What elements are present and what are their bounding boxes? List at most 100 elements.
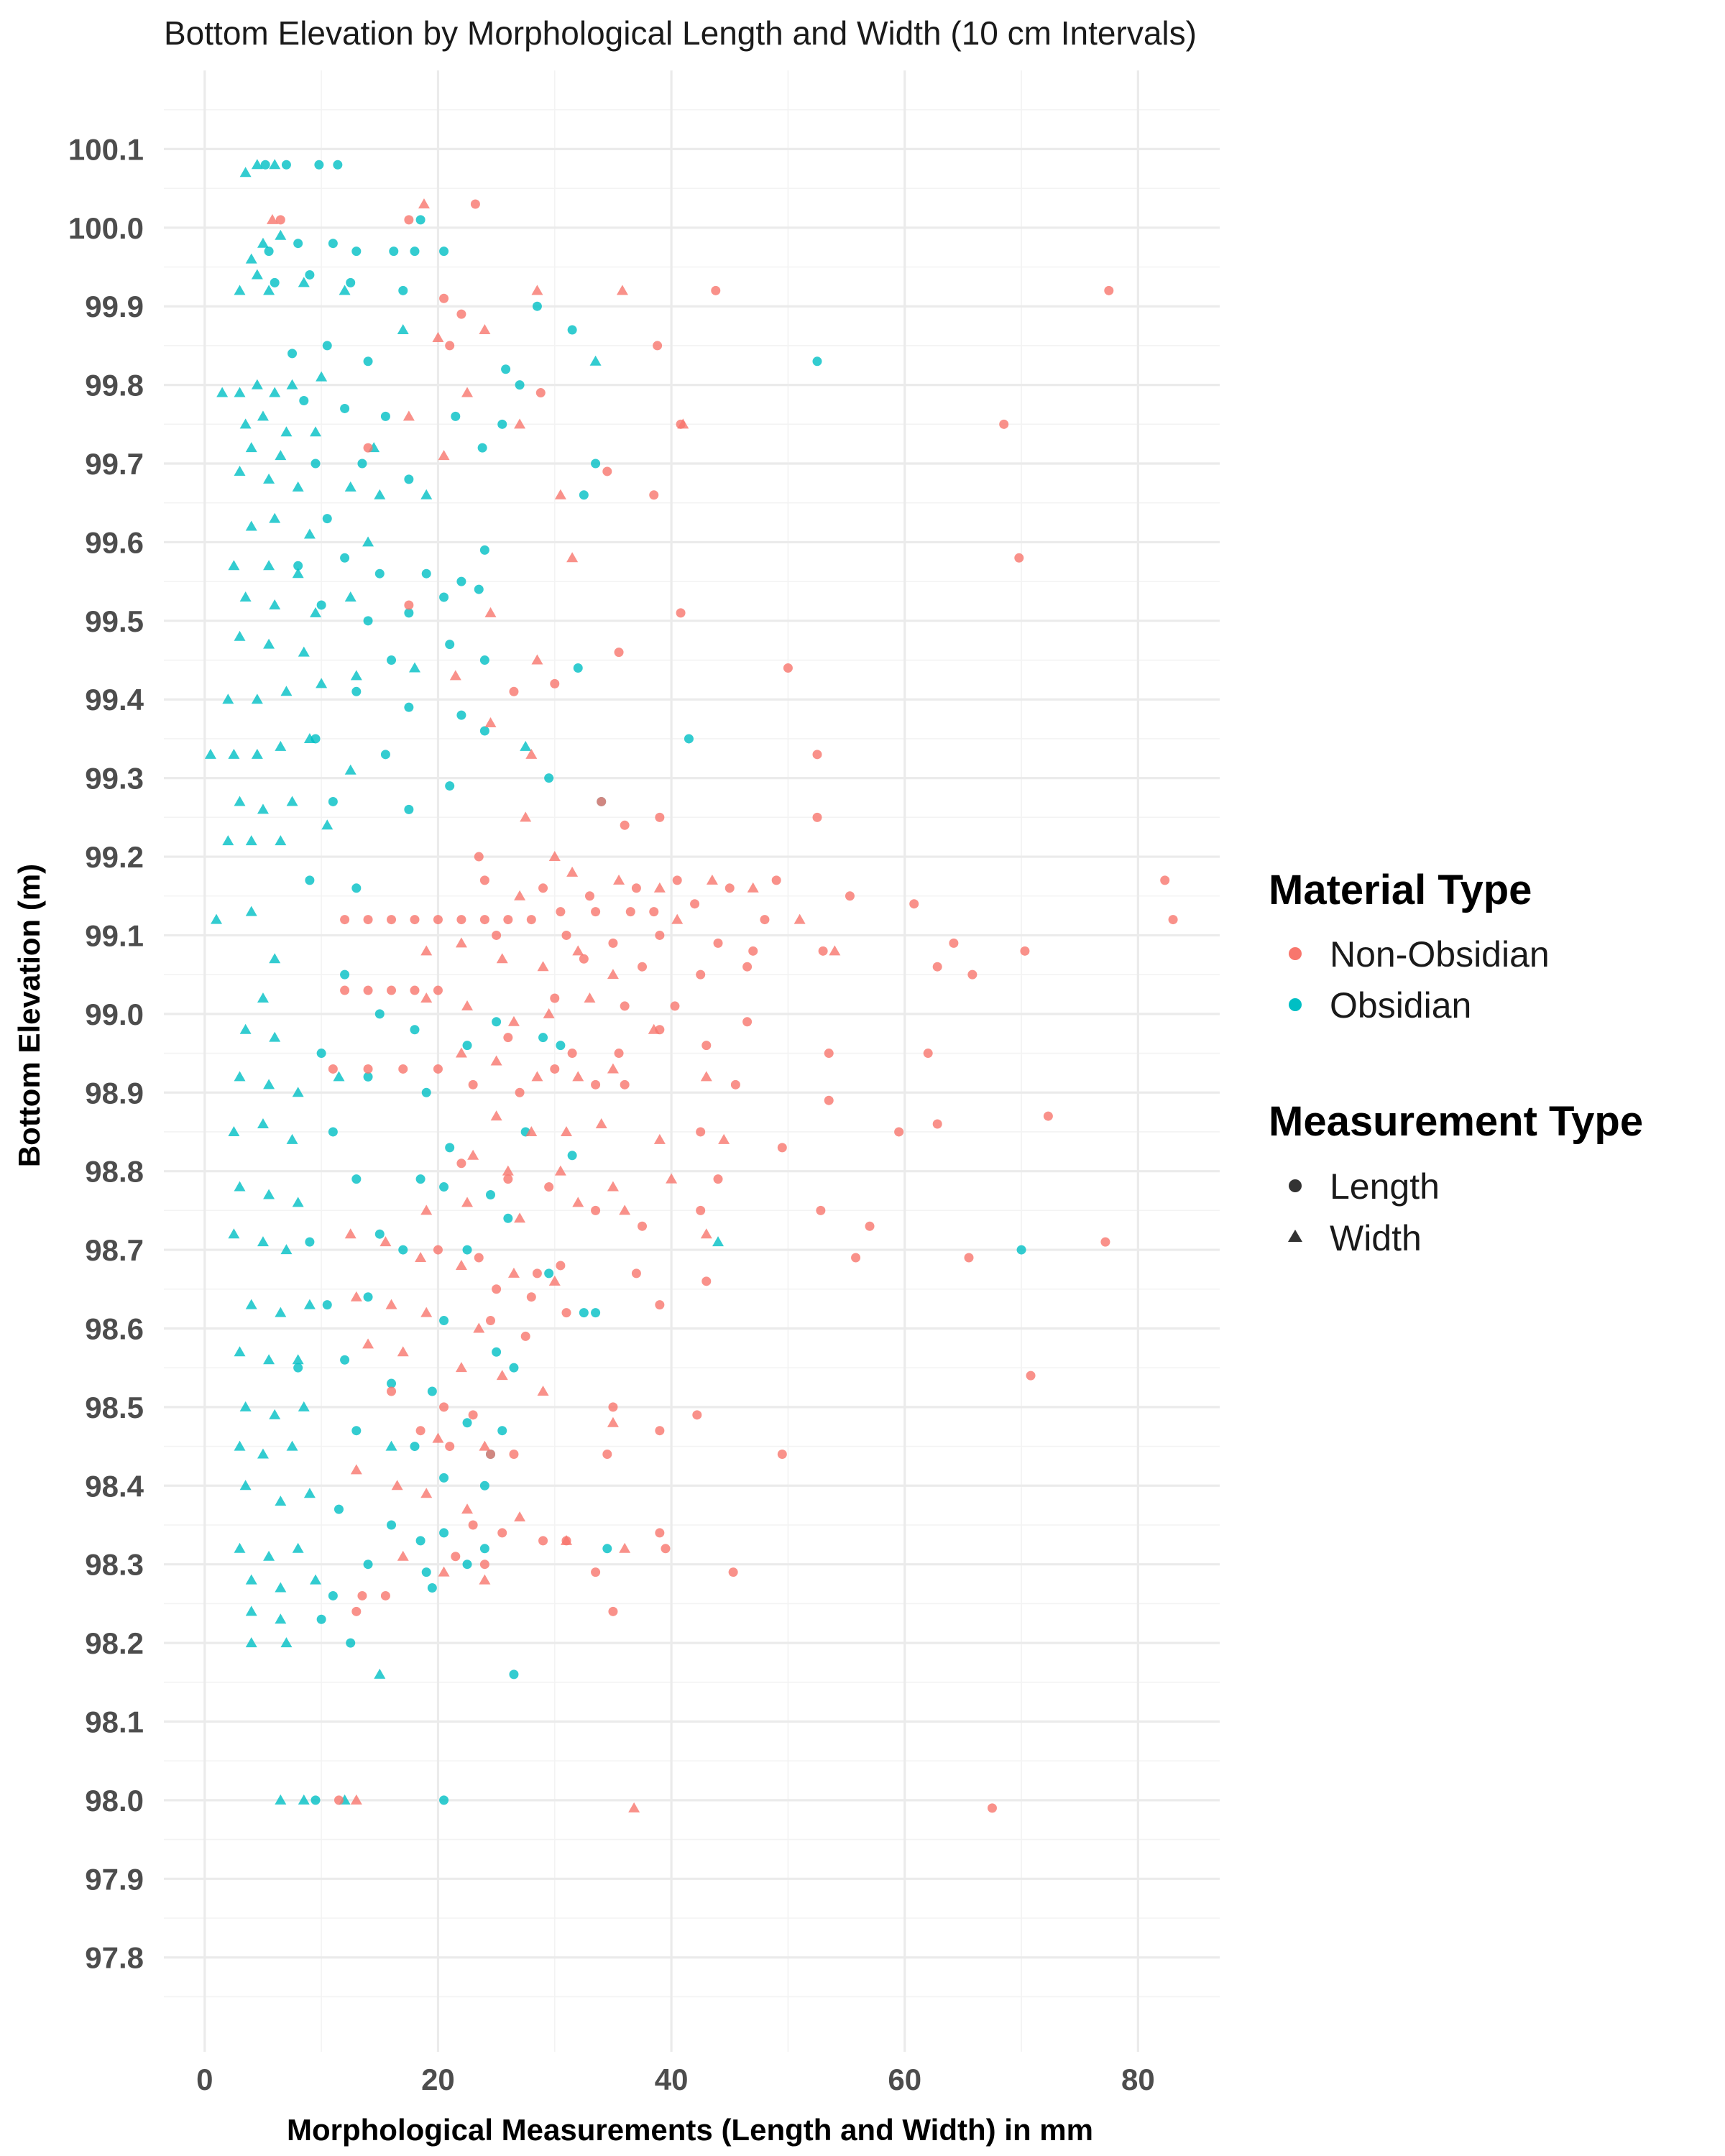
data-point-non-obsidian-width [514,418,526,429]
data-point-non-obsidian-length [608,1402,618,1412]
data-point-non-obsidian-width [616,285,628,295]
data-point-non-obsidian-length [655,1528,665,1538]
y-tick-label: 97.9 [85,1862,144,1896]
data-point-obsidian-width [269,159,281,170]
data-point-obsidian-length [462,1418,472,1428]
data-point-obsidian-length [316,600,326,610]
data-point-non-obsidian-length [340,985,350,995]
data-point-non-obsidian-length [631,883,641,893]
data-point-obsidian-width [245,1574,257,1585]
data-point-non-obsidian-length [967,969,978,980]
data-point-non-obsidian-length [550,1064,560,1074]
x-tick-label: 60 [888,2063,921,2096]
data-point-non-obsidian-length [468,1410,478,1420]
data-point-non-obsidian-width [700,1071,712,1082]
data-point-obsidian-length [270,277,280,287]
y-tick-label: 98.0 [85,1784,144,1818]
data-point-obsidian-length [497,1426,507,1436]
data-point-obsidian-width [257,1448,269,1459]
data-point-obsidian-width [257,1236,269,1247]
data-point-non-obsidian-length [334,1795,344,1805]
data-point-non-obsidian-length [655,1426,665,1436]
data-point-obsidian-length [363,1072,373,1082]
data-point-obsidian-length [427,1583,437,1593]
data-point-obsidian-length [387,655,397,665]
x-tick-label: 80 [1121,2063,1155,2096]
data-point-obsidian-width [303,1488,316,1498]
data-point-non-obsidian-length [655,1300,665,1310]
data-point-non-obsidian-width [350,1464,362,1475]
data-point-obsidian-length [351,686,362,696]
data-point-non-obsidian-width [479,1440,491,1451]
data-point-obsidian-width [269,1409,281,1419]
data-point-obsidian-width [245,1299,257,1309]
data-point-obsidian-width [269,387,281,397]
data-point-non-obsidian-length [433,985,443,995]
data-point-obsidian-width [275,835,287,846]
data-point-obsidian-length [462,1560,472,1570]
data-point-non-obsidian-width [607,969,619,980]
data-point-non-obsidian-length [999,419,1009,429]
data-point-obsidian-width [257,237,269,248]
data-point-obsidian-width [292,481,304,492]
data-point-obsidian-width [333,1071,345,1082]
data-point-obsidian-width [420,489,433,499]
data-point-non-obsidian-length [655,930,665,940]
data-point-non-obsidian-length [760,915,770,925]
data-point-non-obsidian-length [614,648,624,658]
y-tick-label: 98.1 [85,1705,144,1739]
y-tick-label: 98.4 [85,1469,144,1503]
data-point-non-obsidian-length [614,1049,624,1059]
data-point-obsidian-width [280,426,293,437]
data-point-non-obsidian-width [653,882,666,893]
data-point-obsidian-length [328,1590,338,1600]
data-point-obsidian-width [303,1299,316,1309]
x-axis-ticks: 0 20 40 60 80 [196,2063,1155,2096]
data-point-non-obsidian-length [492,1284,502,1294]
data-point-non-obsidian-length [433,915,443,925]
data-point-non-obsidian-length [748,946,758,956]
data-point-non-obsidian-length [561,930,571,940]
data-points [204,159,1178,1813]
data-point-obsidian-width [275,1794,287,1805]
data-point-obsidian-length [351,883,362,893]
data-point-obsidian-length [305,875,315,885]
data-point-obsidian-width [374,1668,386,1679]
data-point-obsidian-length [264,247,274,257]
data-point-non-obsidian-length [439,293,449,303]
data-point-obsidian-length [398,285,408,295]
data-point-obsidian-length [415,1174,426,1184]
data-point-non-obsidian-width [266,213,278,224]
data-point-obsidian-width [222,835,234,846]
data-point-non-obsidian-width [531,654,543,665]
data-point-obsidian-width [280,1637,293,1648]
data-point-obsidian-width [263,560,275,571]
data-point-obsidian-width [239,1023,252,1034]
data-point-obsidian-width [239,167,252,178]
data-point-non-obsidian-length [445,341,455,351]
data-point-non-obsidian-width [607,1181,619,1192]
data-point-non-obsidian-width [432,331,444,342]
data-point-non-obsidian-width [566,552,579,563]
data-point-non-obsidian-length [535,388,546,398]
data-point-obsidian-length [579,490,589,500]
data-point-non-obsidian-width [706,874,718,885]
data-point-non-obsidian-length [479,915,489,925]
data-point-non-obsidian-length [597,796,607,806]
data-point-non-obsidian-width [514,1511,526,1522]
data-point-non-obsidian-length [415,1426,426,1436]
data-point-non-obsidian-length [584,891,594,901]
data-point-obsidian-width [263,1550,275,1561]
data-point-obsidian-length [351,1174,362,1184]
data-point-obsidian-length [439,247,449,257]
data-point-non-obsidian-width [561,1534,573,1545]
data-point-obsidian-length [293,239,303,249]
data-point-obsidian-length [439,1316,449,1326]
data-point-non-obsidian-length [503,915,513,925]
data-point-obsidian-length [404,702,414,712]
data-point-obsidian-width [228,1125,240,1136]
data-point-obsidian-length [812,356,822,367]
data-point-obsidian-width [234,1346,246,1357]
data-point-non-obsidian-length [742,1017,753,1027]
